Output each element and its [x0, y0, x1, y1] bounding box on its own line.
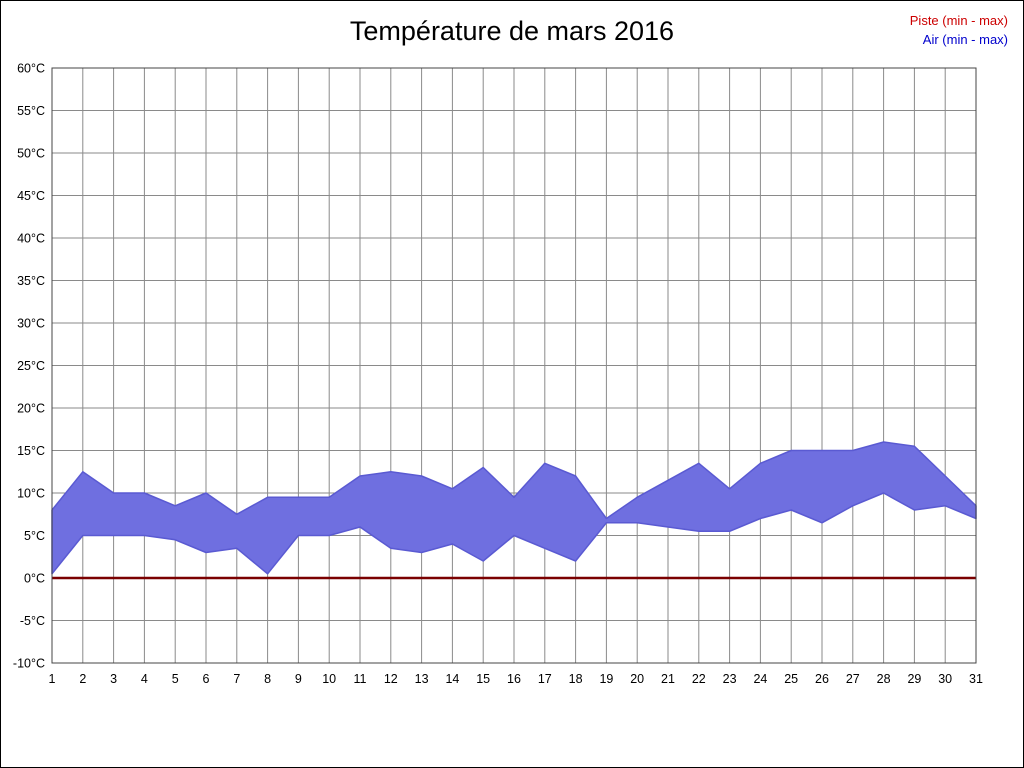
- x-tick-label: 28: [877, 672, 891, 686]
- y-tick-label: -10°C: [13, 657, 45, 671]
- y-tick-label: 30°C: [17, 317, 45, 331]
- x-tick-label: 31: [969, 672, 983, 686]
- x-tick-label: 8: [264, 672, 271, 686]
- x-tick-label: 13: [415, 672, 429, 686]
- x-tick-label: 15: [476, 672, 490, 686]
- chart-legend: Piste (min - max) Air (min - max): [910, 11, 1008, 49]
- x-tick-label: 4: [141, 672, 148, 686]
- x-tick-label: 11: [354, 672, 367, 686]
- y-tick-label: -5°C: [20, 614, 45, 628]
- x-tick-label: 23: [723, 672, 737, 686]
- x-tick-label: 24: [753, 672, 767, 686]
- y-tick-label: 5°C: [24, 529, 45, 543]
- y-tick-label: 0°C: [24, 572, 45, 586]
- x-tick-label: 29: [907, 672, 921, 686]
- y-tick-label: 10°C: [17, 487, 45, 501]
- x-tick-label: 6: [203, 672, 210, 686]
- x-tick-label: 22: [692, 672, 706, 686]
- x-tick-label: 2: [79, 672, 86, 686]
- x-tick-label: 7: [233, 672, 240, 686]
- x-tick-label: 16: [507, 672, 521, 686]
- x-tick-label: 21: [661, 672, 675, 686]
- x-tick-label: 17: [538, 672, 552, 686]
- y-tick-label: 50°C: [17, 147, 45, 161]
- legend-piste-label: Piste (min - max): [909, 13, 1008, 28]
- chart-title: Température de mars 2016: [349, 16, 675, 46]
- x-tick-label: 12: [384, 672, 398, 686]
- x-tick-label: 10: [322, 672, 336, 686]
- x-tick-label: 3: [110, 672, 117, 686]
- y-tick-label: 40°C: [17, 232, 45, 246]
- y-tick-label: 60°C: [17, 62, 45, 76]
- y-tick-label: 15°C: [17, 444, 45, 458]
- x-tick-label: 27: [846, 672, 860, 686]
- plot-border: [51, 67, 977, 664]
- x-tick-label: 25: [784, 672, 798, 686]
- x-tick-label: 5: [172, 672, 179, 686]
- y-tick-label: 35°C: [17, 274, 45, 288]
- x-tick-label: 20: [630, 672, 644, 686]
- y-tick-label: 20°C: [17, 402, 45, 416]
- x-tick-label: 14: [445, 672, 459, 686]
- y-tick-label: 45°C: [17, 189, 45, 203]
- x-tick-label: 26: [815, 672, 829, 686]
- x-tick-label: 1: [49, 672, 56, 686]
- x-tick-label: 19: [599, 672, 613, 686]
- x-tick-label: 18: [569, 672, 583, 686]
- legend-air-label: Air (min - max): [922, 32, 1008, 47]
- x-tick-label: 9: [295, 672, 302, 686]
- y-tick-label: 25°C: [17, 359, 45, 373]
- x-tick-label: 30: [938, 672, 952, 686]
- y-tick-label: 55°C: [17, 104, 45, 118]
